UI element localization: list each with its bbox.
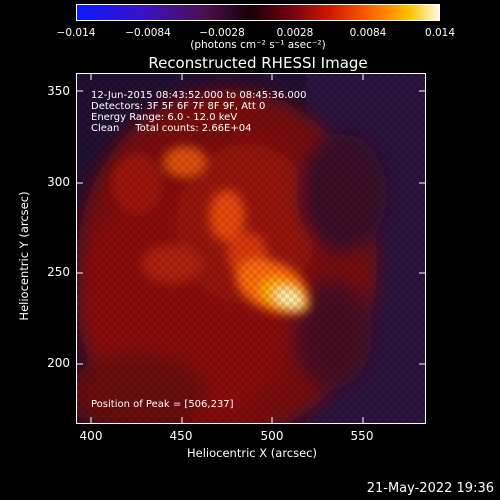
- peak-position-label: Position of Peak = [506,237]: [91, 399, 234, 410]
- timestamp: 21-May-2022 19:36: [366, 481, 494, 496]
- y-axis-label: Heliocentric Y (arcsec): [17, 191, 31, 321]
- clean-counts-label: Clean Total counts: 2.66E+04: [91, 123, 252, 134]
- y-tick-label: 250: [47, 265, 70, 279]
- y-tick-label: 350: [47, 84, 70, 98]
- x-tick-label: 450: [169, 429, 193, 443]
- y-tick-label: 300: [47, 175, 70, 189]
- heatmap: [77, 74, 425, 423]
- colorbar-tick: 0.0028: [276, 27, 314, 39]
- energy-range-label: Energy Range: 6.0 - 12.0 keV: [91, 112, 238, 123]
- axis-ticks: [77, 74, 425, 423]
- colorbar-tick: −0.0028: [199, 27, 245, 39]
- colorbar: [76, 4, 440, 21]
- detectors-label: Detectors: 3F 5F 6F 7F 8F 9F, Att 0: [91, 101, 266, 112]
- y-tick-label: 200: [47, 356, 70, 370]
- colorbar-units: (photons cm⁻² s⁻¹ asec⁻²): [190, 39, 326, 51]
- colorbar-tick: −0.0084: [125, 27, 171, 39]
- colorbar-gradient: [77, 5, 439, 20]
- colorbar-tick: 0.0084: [349, 27, 387, 39]
- colorbar-tick: −0.014: [56, 27, 96, 39]
- x-tick-label: 550: [350, 429, 374, 443]
- rhessi-image: 12-Jun-2015 08:43:52.000 to 08:45:36.000…: [76, 73, 426, 424]
- x-axis-label: Heliocentric X (arcsec): [187, 446, 317, 460]
- image-title: Reconstructed RHESSI Image: [148, 54, 368, 72]
- colorbar-tick: 0.014: [424, 27, 456, 39]
- x-tick-label: 500: [260, 429, 284, 443]
- time-range-label: 12-Jun-2015 08:43:52.000 to 08:45:36.000: [91, 90, 307, 101]
- x-tick-label: 400: [79, 429, 103, 443]
